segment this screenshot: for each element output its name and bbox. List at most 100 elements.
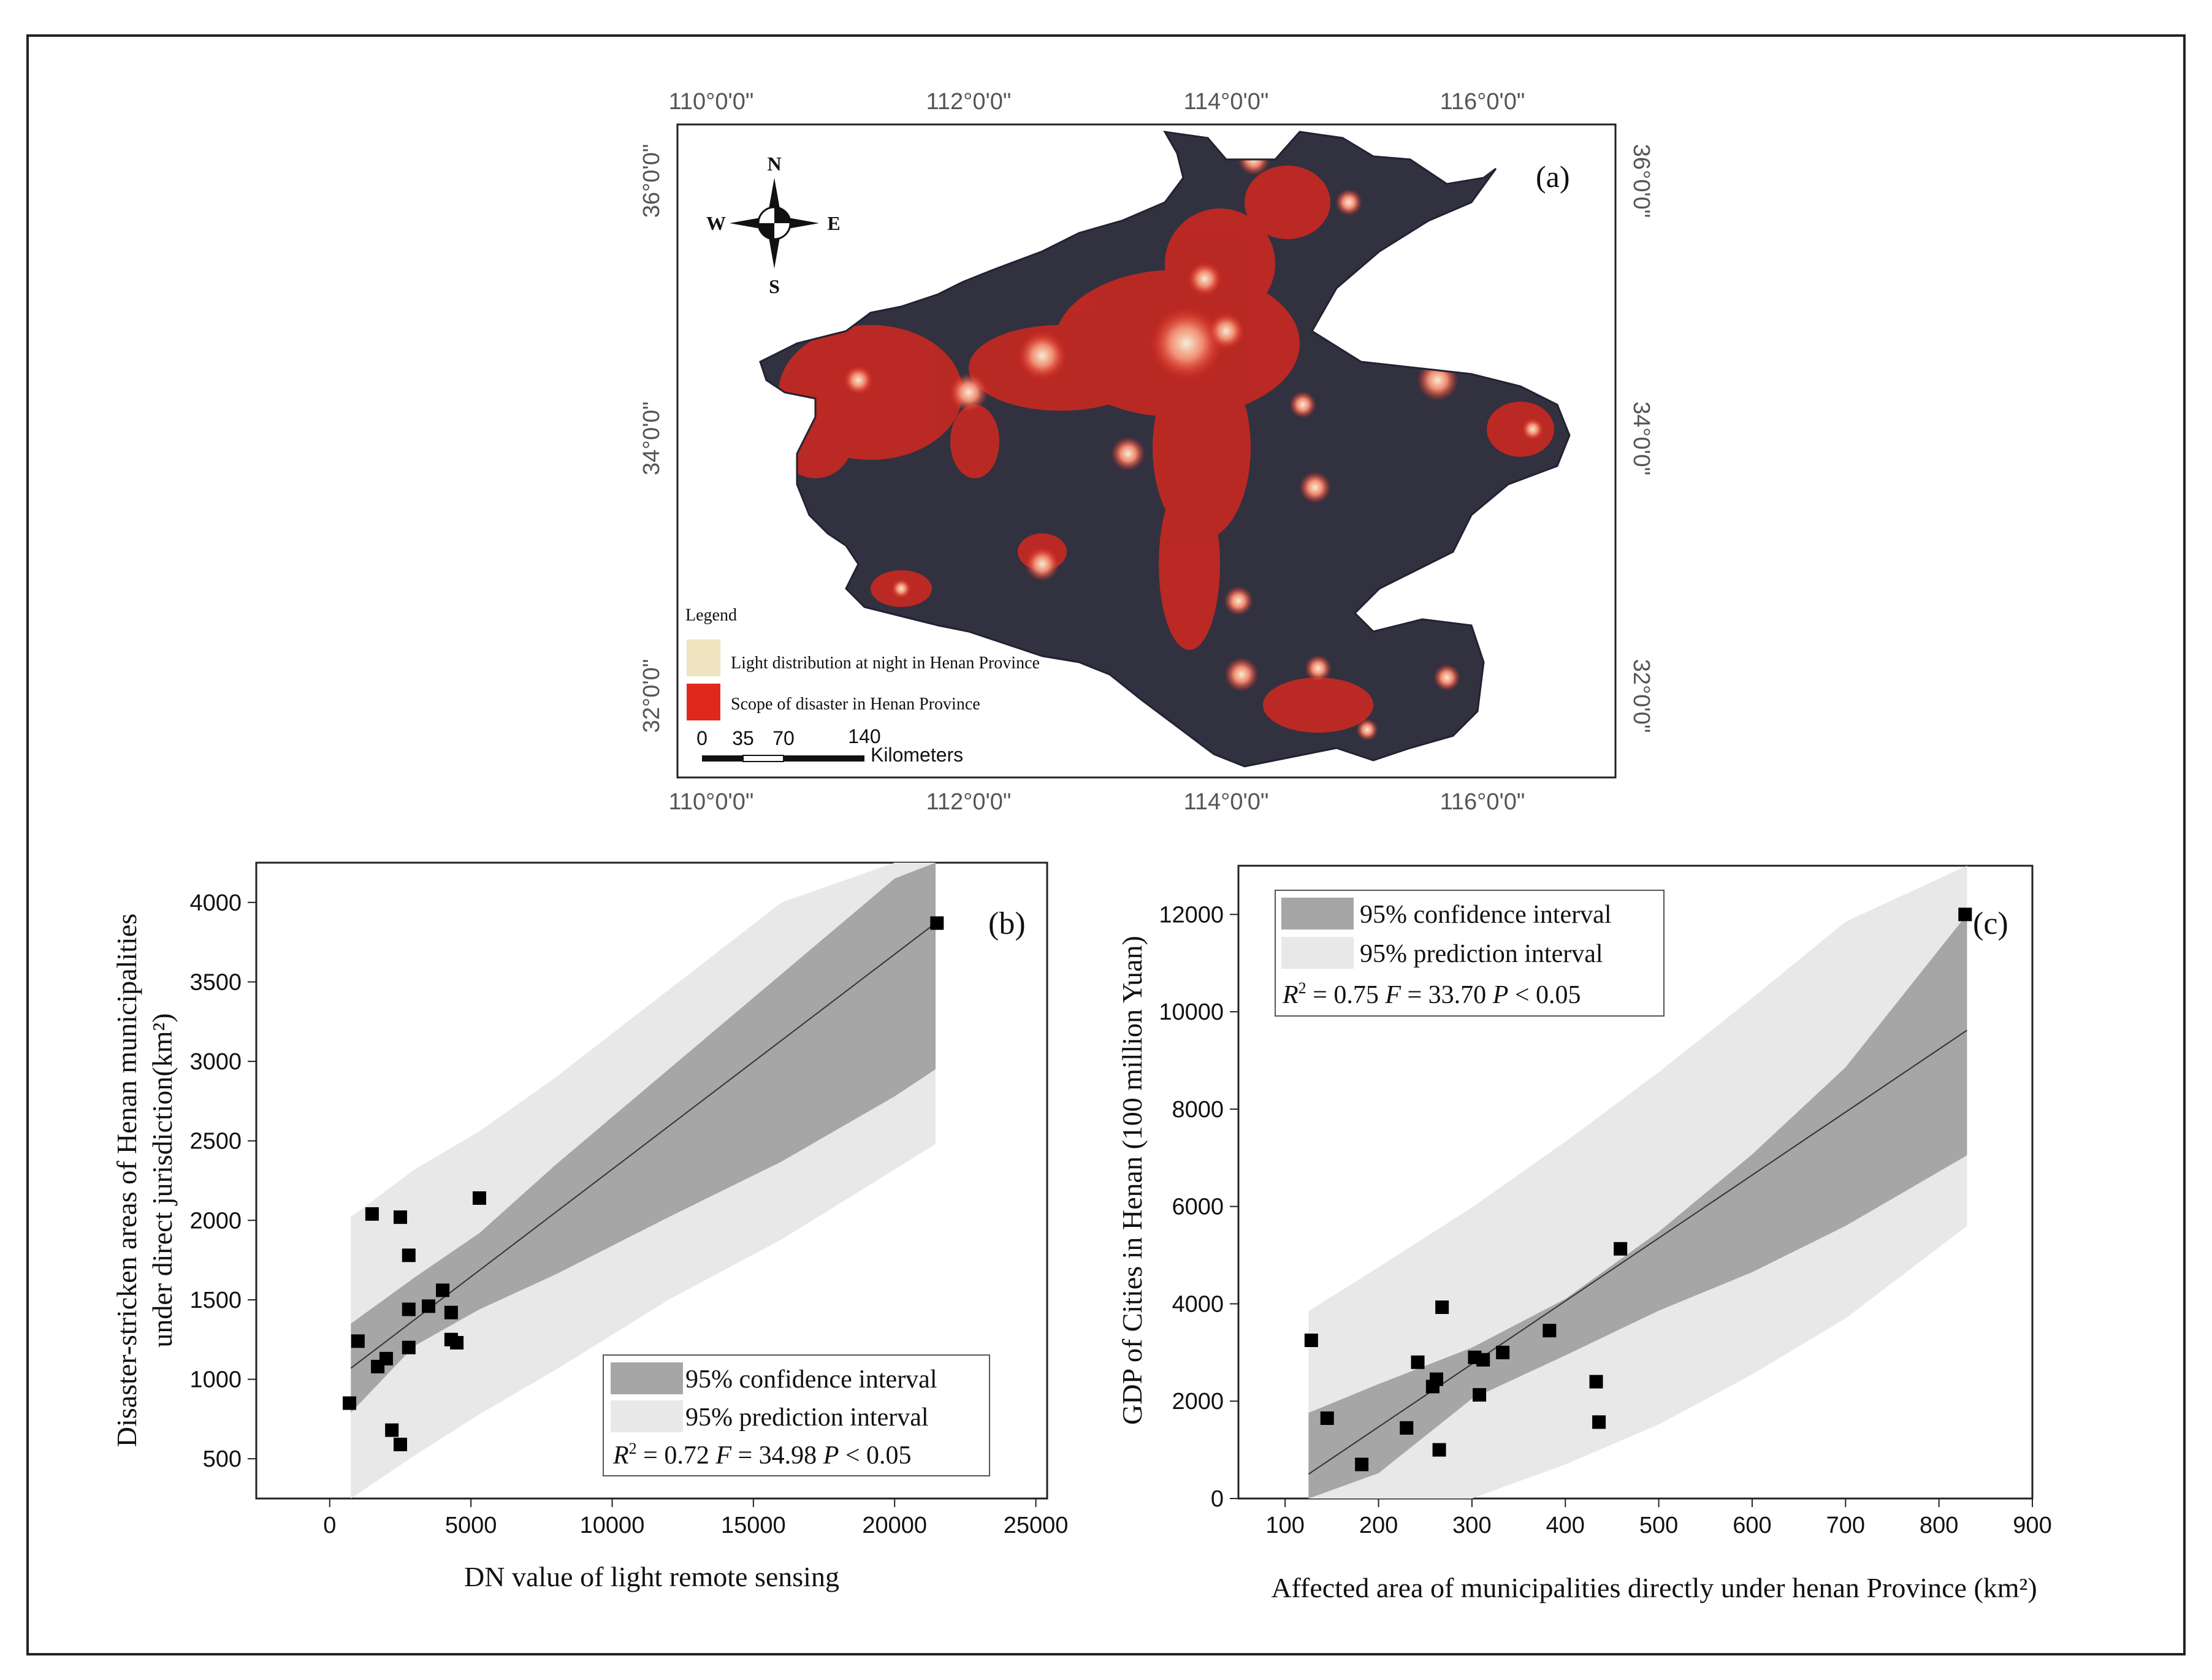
scatter-chart-b: 0 5000 10000 15000 20000 25000 500 1000 1500 2000… — [111, 861, 1068, 1592]
lon-label-top-112: 112°0'0" — [926, 89, 1012, 115]
chart-b-legend: 95% confidence interval 95% prediction i… — [603, 1354, 990, 1476]
chart-c-data-point — [1432, 1443, 1446, 1457]
chart-c-data-point — [1614, 1242, 1628, 1256]
chart-b-data-point — [385, 1423, 399, 1437]
chart-c-x-axis-label: Affected area of municipalities directly… — [1271, 1572, 2037, 1603]
chart-c-data-point — [1355, 1457, 1369, 1472]
chart-c-y-tick-label: 12000 — [1159, 902, 1224, 928]
chart-b-data-point — [402, 1302, 416, 1316]
chart-b-y-axis-label-line2: under direct jurisdiction(km²) — [147, 1013, 178, 1347]
north-arrow-compass: N S W E — [706, 153, 841, 297]
chart-b-y-axis-label-line1: Disaster-stricken areas of Henan municip… — [111, 914, 142, 1447]
disaster-scope-area — [779, 166, 1554, 733]
scale-bar: 0 35 70 140 Kilometers — [696, 725, 963, 766]
chart-c-data-point — [1400, 1421, 1414, 1435]
chart-b-x-tick-label: 0 — [323, 1513, 336, 1538]
chart-c-legend-prediction: 95% prediction interval — [1360, 940, 1603, 968]
chart-c-legend-swatch-prediction — [1281, 937, 1354, 969]
chart-b-data-point — [422, 1299, 436, 1313]
chart-c-data-point — [1320, 1411, 1334, 1426]
chart-b-data-point — [402, 1248, 416, 1262]
chart-c-y-tick-label: 10000 — [1159, 999, 1224, 1025]
chart-c-x-tick-label: 500 — [1639, 1513, 1678, 1538]
chart-c-data-point — [1429, 1372, 1443, 1386]
chart-b-legend-swatch-confidence — [611, 1362, 683, 1394]
lat-label-right-32: 32°0'0" — [1628, 659, 1654, 733]
chart-b-data-point — [402, 1340, 416, 1354]
chart-b-data-point — [450, 1335, 464, 1350]
chart-c-data-point — [1304, 1334, 1318, 1347]
chart-c-y-tick-label: 6000 — [1172, 1194, 1224, 1220]
chart-b-data-point — [436, 1283, 450, 1297]
chart-b-data-point — [393, 1437, 407, 1451]
lon-label-bottom-114: 114°0'0" — [1184, 789, 1269, 815]
chart-c-ticks: 100 200 300 400 500 600 700 800 900 0 2000 4000 6000… — [1159, 902, 2051, 1538]
lon-label-top-114: 114°0'0" — [1184, 89, 1269, 115]
chart-c-prediction-band — [1308, 866, 1967, 1499]
chart-b-legend-prediction: 95% prediction interval — [685, 1403, 929, 1432]
map-panel: (a) 110°0'0" 112°0'0" 114°0'0" 116°0'0" … — [639, 89, 1654, 815]
chart-b-y-tick-label: 2000 — [189, 1208, 242, 1234]
scatter-chart-c: 100 200 300 400 500 600 700 800 900 0 2000 4000 6000… — [1116, 865, 2052, 1603]
chart-c-data-point — [1589, 1375, 1603, 1389]
chart-b-legend-confidence: 95% confidence interval — [685, 1365, 937, 1394]
chart-c-fit-line — [1308, 1029, 1967, 1475]
scale-tick-70: 70 — [772, 727, 795, 749]
chart-c-data-point — [1411, 1355, 1425, 1369]
chart-c-x-tick-label: 300 — [1452, 1513, 1491, 1538]
chart-c-x-tick-label: 200 — [1359, 1513, 1398, 1538]
chart-c-y-tick-label: 0 — [1211, 1486, 1224, 1512]
map-legend-title: Legend — [685, 606, 737, 625]
chart-b-x-axis-label: DN value of light remote sensing — [464, 1561, 839, 1592]
lon-label-bottom-110: 110°0'0" — [669, 789, 754, 815]
chart-b-data-point — [393, 1210, 407, 1224]
chart-b-data-point — [365, 1207, 379, 1221]
legend-label-light: Light distribution at night in Henan Pro… — [731, 654, 1040, 673]
chart-b-y-tick-label: 3500 — [189, 969, 242, 995]
chart-c-x-tick-label: 100 — [1265, 1513, 1304, 1538]
chart-b-y-tick-label: 4000 — [189, 890, 242, 916]
chart-c-x-tick-label: 600 — [1733, 1513, 1771, 1538]
compass-south-label: S — [769, 275, 780, 297]
chart-c-data-point — [1473, 1388, 1487, 1402]
scale-unit: Kilometers — [871, 744, 963, 766]
chart-c-legend: 95% confidence interval 95% prediction i… — [1275, 890, 1665, 1017]
map-panel-label: (a) — [1536, 159, 1570, 194]
chart-c-x-tick-label: 400 — [1546, 1513, 1585, 1538]
chart-b-data-point — [351, 1334, 365, 1348]
lat-label-left-32: 32°0'0" — [639, 659, 665, 733]
compass-west-label: W — [706, 212, 726, 234]
chart-b-data-point — [444, 1305, 458, 1319]
chart-c-stats: R2 = 0.75 F = 33.70 P < 0.05 — [1282, 979, 1581, 1009]
chart-c-data-point — [1435, 1300, 1449, 1315]
lon-label-top-116: 116°0'0" — [1440, 89, 1525, 115]
chart-b-y-tick-label: 3000 — [189, 1049, 242, 1075]
chart-b-data-point — [472, 1191, 486, 1205]
lon-label-bottom-112: 112°0'0" — [926, 789, 1012, 815]
scale-tick-0: 0 — [696, 727, 707, 749]
chart-b-y-tick-label: 1500 — [189, 1288, 242, 1313]
chart-c-data-point — [1496, 1345, 1510, 1359]
legend-label-disaster: Scope of disaster in Henan Province — [731, 695, 980, 714]
chart-b-ticks: 0 5000 10000 15000 20000 25000 500 1000 1500 2000… — [189, 890, 1068, 1538]
chart-c-y-tick-label: 4000 — [1172, 1291, 1224, 1317]
scale-tick-140: 140 — [848, 725, 880, 747]
figure-frame — [26, 34, 2186, 1655]
chart-b-x-tick-label: 20000 — [862, 1513, 927, 1538]
lat-label-right-36: 36°0'0" — [1628, 144, 1654, 218]
chart-b-x-tick-label: 25000 — [1004, 1513, 1069, 1538]
chart-c-x-tick-label: 700 — [1826, 1513, 1865, 1538]
chart-c-legend-swatch-confidence — [1281, 898, 1354, 930]
compass-north-label: N — [767, 153, 781, 175]
lat-label-left-34: 34°0'0" — [639, 402, 665, 475]
chart-b-y-tick-label: 2500 — [189, 1129, 242, 1155]
chart-c-data-point — [1592, 1415, 1606, 1429]
chart-c-data-point — [1543, 1324, 1557, 1338]
chart-c-legend-confidence: 95% confidence interval — [1360, 901, 1611, 929]
chart-b-points — [343, 916, 944, 1451]
chart-c-y-tick-label: 2000 — [1172, 1389, 1224, 1415]
night-light-glows — [844, 143, 1544, 741]
map-legend: Legend Light distribution at night in He… — [685, 606, 1040, 720]
chart-b-data-point — [930, 916, 944, 930]
